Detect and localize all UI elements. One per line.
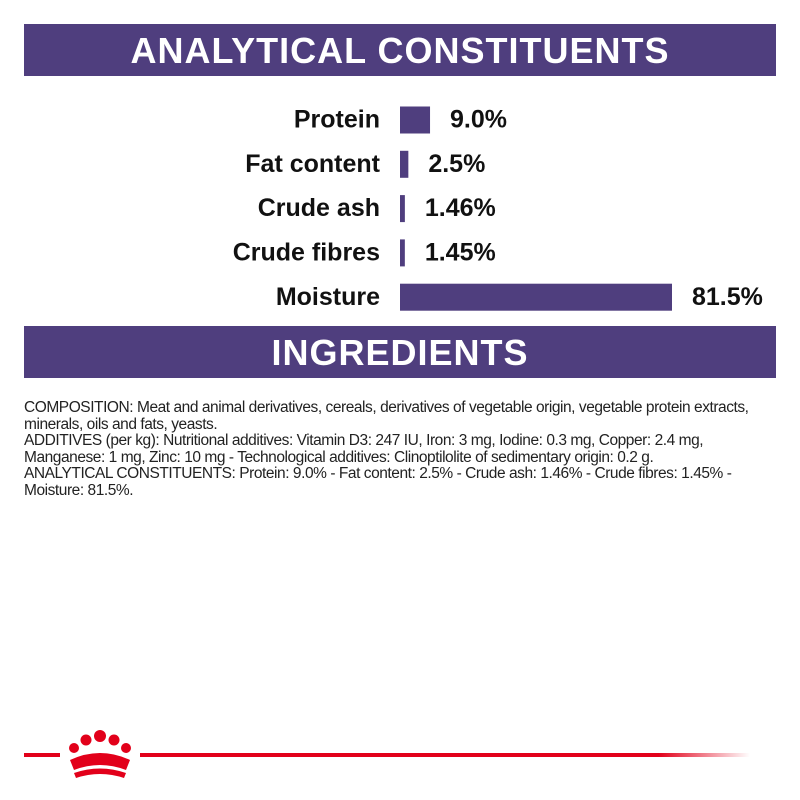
category-label: Fat content [245, 150, 380, 178]
bar [400, 195, 405, 223]
value-label: 81.5% [692, 283, 763, 311]
footer-line [140, 753, 750, 757]
category-label: Crude fibres [233, 239, 380, 267]
category-label: Crude ash [258, 194, 380, 222]
section-header: ANALYTICAL CONSTITUENTS [24, 24, 776, 76]
value-label: 2.5% [428, 150, 485, 178]
ingredients-text: COMPOSITION: Meat and animal derivatives… [24, 399, 764, 499]
footer-line [24, 753, 60, 757]
ingredients-paragraph: ADDITIVES (per kg): Nutritional additive… [24, 432, 704, 466]
ingredients-paragraph: ANALYTICAL CONSTITUENTS: Protein: 9.0% -… [24, 465, 732, 499]
value-label: 1.45% [425, 239, 496, 267]
category-label: Protein [294, 106, 380, 134]
chart: Protein 9.0% Fat content 2.5% Crude ash 1.46%… [233, 106, 763, 311]
category-label: Moisture [276, 283, 380, 311]
crown-logo [69, 730, 131, 778]
footer [24, 730, 750, 778]
bar [400, 150, 409, 178]
value-label: 1.46% [425, 194, 496, 222]
ingredients-paragraph: COMPOSITION: Meat and animal derivatives… [24, 399, 749, 433]
value-label: 9.0% [450, 106, 507, 134]
bar [400, 106, 431, 134]
bar [400, 239, 405, 267]
bar [400, 283, 672, 311]
section-header: INGREDIENTS [24, 326, 776, 378]
